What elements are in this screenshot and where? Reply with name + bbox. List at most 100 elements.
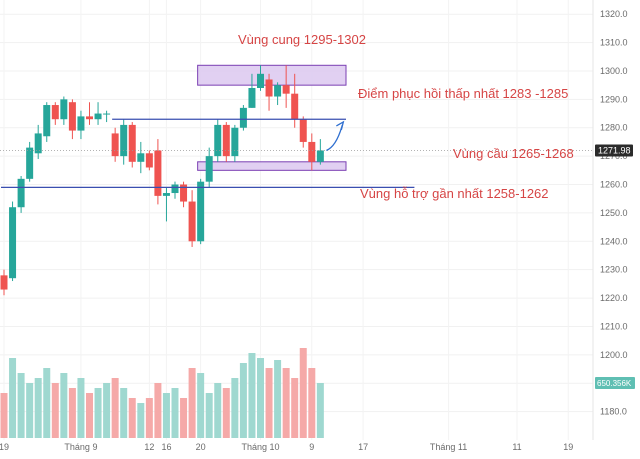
volume-bar [60,373,68,438]
candle-body [77,116,85,131]
x-tick-label: 9 [309,442,314,452]
annotation-support: Vùng hỗ trợ gần nhất 1258-1262 [360,186,549,201]
volume-bar [111,378,119,438]
x-tick-label: Tháng 9 [64,442,97,452]
volume-bar [282,368,290,438]
volume-bar [17,373,25,438]
volume-bar [308,368,316,438]
candle-body [0,275,8,290]
arrow-head [336,120,345,131]
candle-body [222,124,230,157]
last-price-tag-bg [595,144,633,157]
annotations: Vùng cung 1295-1302 Điểm phục hồi thấp nh… [238,32,574,201]
volume-bar [9,358,17,438]
volume-bar [239,363,247,438]
candle-body [154,150,162,196]
volume-bar [154,383,162,438]
volume-bar [34,378,42,438]
value-tags: 1271.98 650.356K [595,144,635,389]
y-tick-label: 1220.0 [600,293,628,303]
y-tick-label: 1300.0 [600,66,628,76]
annotation-recovery: Điểm phục hồi thấp nhất 1283 -1285 [358,86,568,101]
zone-demand [197,161,347,171]
volume-bar [248,353,256,438]
annotation-supply: Vùng cung 1295-1302 [238,32,366,47]
candle-body [239,107,247,128]
volume-bar [299,348,307,438]
volume-bar [162,393,170,438]
last-volume-tag: 650.356K [597,379,632,388]
y-tick-label: 1180.0 [600,407,627,417]
candle-body [248,88,256,108]
volume-bar [145,398,153,438]
candle-body [180,184,188,202]
y-tick-label: 1200.0 [600,350,628,360]
x-tick-label: 19 [563,442,573,452]
volume-bar [180,398,188,438]
volume-bar [274,360,282,438]
candle-body [291,93,299,120]
volume-bar [265,368,273,438]
y-tick-label: 1310.0 [600,38,628,48]
volume-bar [94,388,102,438]
last-volume-tag-bg [595,377,635,389]
volume-bar [197,373,205,438]
x-tick-label: 16 [161,442,171,452]
volume-bar [257,358,264,438]
x-tick-label: 20 [196,442,206,452]
candle-body [51,105,59,120]
projection-arrow [326,120,345,152]
volume-bar [222,388,230,438]
candle-body [265,79,273,97]
volume-bar [120,388,128,438]
y-tick-label: 1280.0 [600,123,628,133]
volume-bar [68,388,76,438]
candle-body [205,156,213,182]
x-tick-label: 17 [358,442,368,452]
candle-body [9,207,17,279]
candle-body [231,127,239,157]
volume-bar [0,393,8,438]
candle-body [308,141,316,162]
candle-series [0,65,324,296]
volume-bar [43,368,51,438]
price-axis[interactable]: 1180.01190.01200.01210.01220.01230.01240… [592,0,628,440]
candle-body [17,178,25,208]
y-tick-label: 1290.0 [600,94,628,104]
volume-bar [51,383,59,438]
time-axis[interactable]: 19 Tháng 9 12 16 20 Tháng 10 9 17 Tháng 11 11 19 [0,442,573,452]
arrow-shaft [326,124,343,152]
volume-bar [26,383,34,438]
candle-body [257,73,264,88]
volume-series [0,348,324,438]
candle-body [188,201,196,242]
candle-body [103,113,111,115]
x-tick-label: 12 [144,442,154,452]
candle-body [171,184,179,194]
candle-body [43,105,51,137]
volume-bar [128,398,136,438]
volume-bar [86,393,93,438]
candle-body [34,133,42,154]
volume-bar [103,383,111,438]
volume-bar [214,383,222,438]
volume-bar [77,378,85,438]
volume-bar [316,383,324,438]
candle-body [120,124,128,157]
candle-body [316,150,324,162]
x-tick-label: Tháng 11 [430,442,467,452]
x-tick-label: Tháng 10 [241,442,279,452]
candle-body [111,133,119,157]
annotation-demand: Vùng cầu 1265-1268 [453,146,574,161]
x-tick-label: 11 [512,442,521,452]
volume-bar [137,403,145,438]
candle-body [162,193,170,196]
last-price-tag: 1271.98 [598,146,631,156]
volume-bar [231,378,239,438]
y-tick-label: 1250.0 [600,208,628,218]
candle-body [282,85,290,94]
candle-body [274,85,282,97]
x-tick-label: 19 [0,442,9,452]
